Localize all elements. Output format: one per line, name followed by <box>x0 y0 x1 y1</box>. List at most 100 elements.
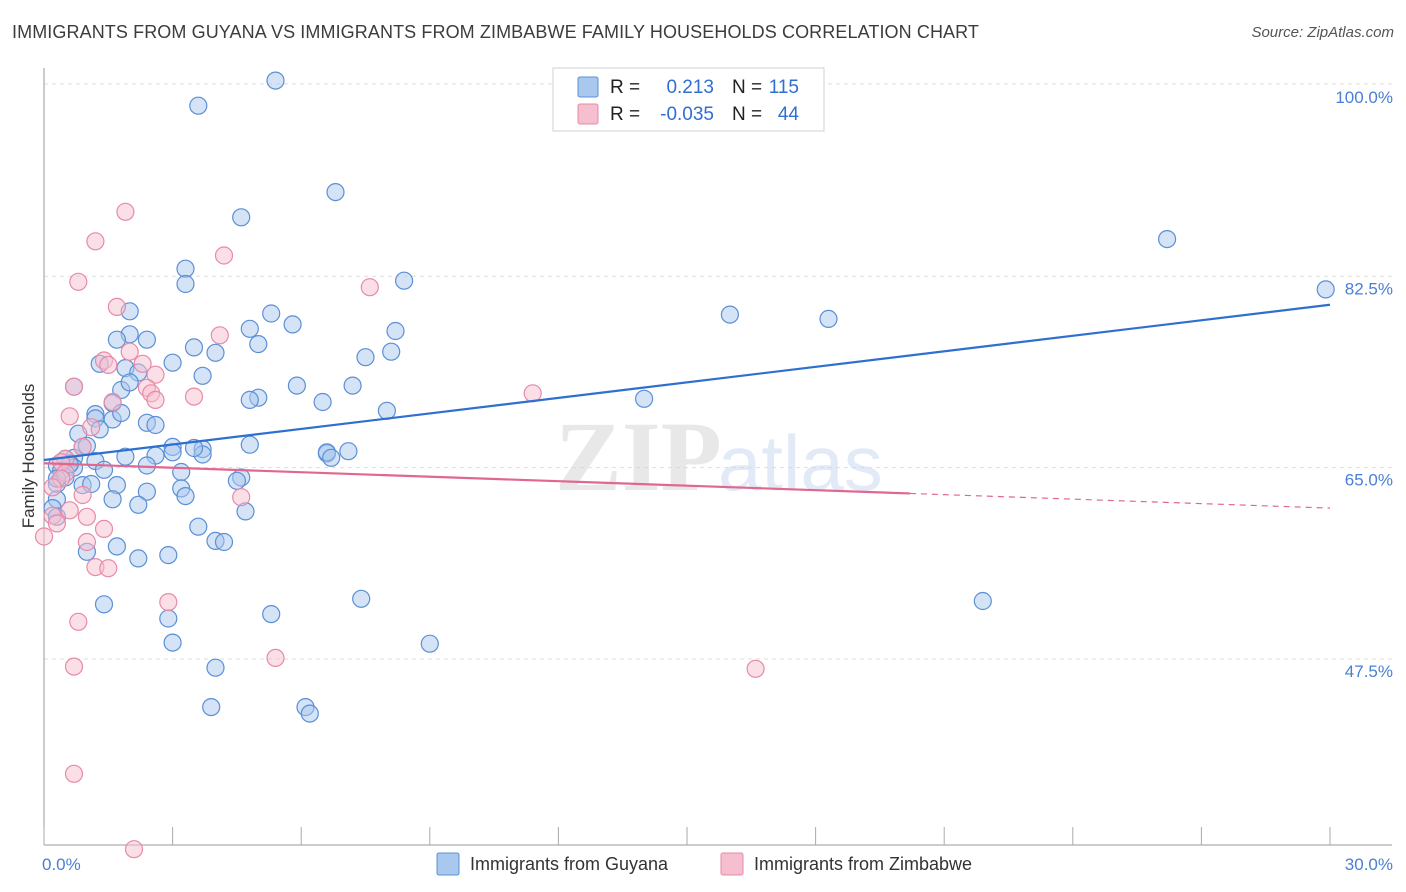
point-blue-89 <box>159 545 178 565</box>
point-pink-43 <box>64 764 84 783</box>
y-axis-label: Family Households <box>19 384 38 529</box>
point-blue-94 <box>262 604 281 624</box>
point-pink-10 <box>99 355 118 374</box>
point-blue-39 <box>634 389 654 408</box>
legend-n-label-pink: N = <box>732 104 762 125</box>
point-blue-106 <box>240 435 259 454</box>
point-pink-4 <box>360 278 379 297</box>
point-blue-0 <box>266 71 285 90</box>
point-blue-91 <box>973 591 992 611</box>
point-pink-1 <box>86 232 105 251</box>
legend-r-value-pink: -0.035 <box>660 104 714 125</box>
point-blue-12 <box>240 319 259 338</box>
point-blue-83 <box>189 517 208 536</box>
axes <box>43 68 1392 846</box>
x-tick-labels: 0.0% 30.0% <box>42 855 1393 874</box>
point-pink-38 <box>159 592 178 612</box>
chart-title: IMMIGRANTS FROM GUYANA VS IMMIGRANTS FRO… <box>12 22 980 42</box>
legend-r-label-pink: R = <box>610 104 640 125</box>
point-blue-3 <box>232 208 251 227</box>
point-pink-19 <box>60 407 79 426</box>
point-blue-74 <box>137 482 156 501</box>
point-pink-2 <box>214 246 234 265</box>
point-blue-100 <box>300 704 319 723</box>
point-blue-97 <box>206 658 225 677</box>
point-blue-8 <box>395 271 414 290</box>
point-blue-14 <box>819 309 838 328</box>
point-pink-29 <box>60 501 79 520</box>
trend-line-guyana <box>43 303 1331 462</box>
point-pink-41 <box>746 659 765 678</box>
point-blue-66 <box>137 456 156 475</box>
legend-swatch-pink <box>577 103 599 125</box>
grid-lines <box>44 83 1392 660</box>
point-blue-95 <box>163 633 182 652</box>
point-blue-96 <box>420 634 439 653</box>
point-blue-107 <box>322 448 341 467</box>
series-legend: Immigrants from Guyana Immigrants from Z… <box>436 852 972 876</box>
y-tick-labels: 100.0% 82.5% 65.0% 47.5% <box>1335 88 1393 681</box>
point-pink-39 <box>69 612 88 631</box>
point-pink-5 <box>107 297 127 316</box>
point-blue-25 <box>382 342 401 361</box>
legend-swatch-blue <box>577 76 599 98</box>
point-blue-13 <box>720 305 740 324</box>
bottom-legend-label-zimbabwe: Immigrants from Zimbabwe <box>754 854 972 874</box>
point-blue-32 <box>343 376 362 395</box>
point-pink-17 <box>146 390 165 409</box>
point-blue-31 <box>287 376 306 395</box>
trend-lines <box>43 303 1331 509</box>
point-blue-1 <box>189 96 208 115</box>
point-blue-24 <box>163 353 182 372</box>
point-blue-85 <box>214 532 234 552</box>
point-pink-20 <box>82 418 101 437</box>
point-pink-37 <box>99 559 118 578</box>
point-blue-2 <box>326 183 345 202</box>
x-tick-label-1: 30.0% <box>1345 855 1393 874</box>
point-blue-33 <box>120 373 139 392</box>
point-blue-105 <box>184 438 204 458</box>
point-blue-104 <box>146 415 165 435</box>
point-blue-86 <box>107 537 127 556</box>
point-pink-11 <box>146 365 165 384</box>
bottom-legend-swatch-pink <box>720 852 744 876</box>
point-blue-65 <box>94 460 114 479</box>
point-blue-36 <box>240 390 259 409</box>
point-pink-31 <box>77 507 97 526</box>
point-pink-35 <box>77 532 97 552</box>
point-pink-7 <box>120 342 139 361</box>
point-blue-17 <box>137 330 156 349</box>
x-tick-label-0: 0.0% <box>42 855 81 874</box>
point-blue-98 <box>202 697 221 717</box>
correlation-legend: R = 0.213 N = 115 R = -0.035 N = 44 <box>552 67 825 132</box>
point-blue-67 <box>172 462 191 482</box>
bottom-legend-swatch-blue <box>436 852 460 876</box>
point-blue-78 <box>176 487 195 506</box>
point-pink-0 <box>116 202 135 221</box>
point-pink-44 <box>124 840 144 859</box>
point-blue-92 <box>94 595 114 614</box>
point-pink-3 <box>69 272 88 291</box>
source-label: Source: ZipAtlas.com <box>1251 24 1394 41</box>
point-pink-28 <box>232 488 251 507</box>
trend-line-zimbabwe-extension <box>909 492 1331 509</box>
point-blue-19 <box>206 343 225 362</box>
trend-line-zimbabwe <box>43 462 910 495</box>
point-pink-9 <box>133 354 152 373</box>
point-blue-18 <box>184 338 204 357</box>
watermark-zip: ZIP <box>555 401 722 512</box>
point-blue-26 <box>356 348 375 367</box>
watermark-atlas: atlas <box>718 419 883 507</box>
y-tick-label-1: 82.5% <box>1345 279 1393 298</box>
legend-n-value-blue: 115 <box>769 77 799 98</box>
point-blue-58 <box>163 443 182 462</box>
series-guyana-points <box>43 71 1335 723</box>
series-zimbabwe-points <box>34 202 765 859</box>
point-blue-6 <box>176 259 195 278</box>
point-pink-34 <box>34 527 54 546</box>
point-blue-11 <box>283 315 302 334</box>
point-blue-38 <box>377 401 396 420</box>
point-blue-4 <box>1157 230 1177 249</box>
point-pink-18 <box>103 392 122 412</box>
